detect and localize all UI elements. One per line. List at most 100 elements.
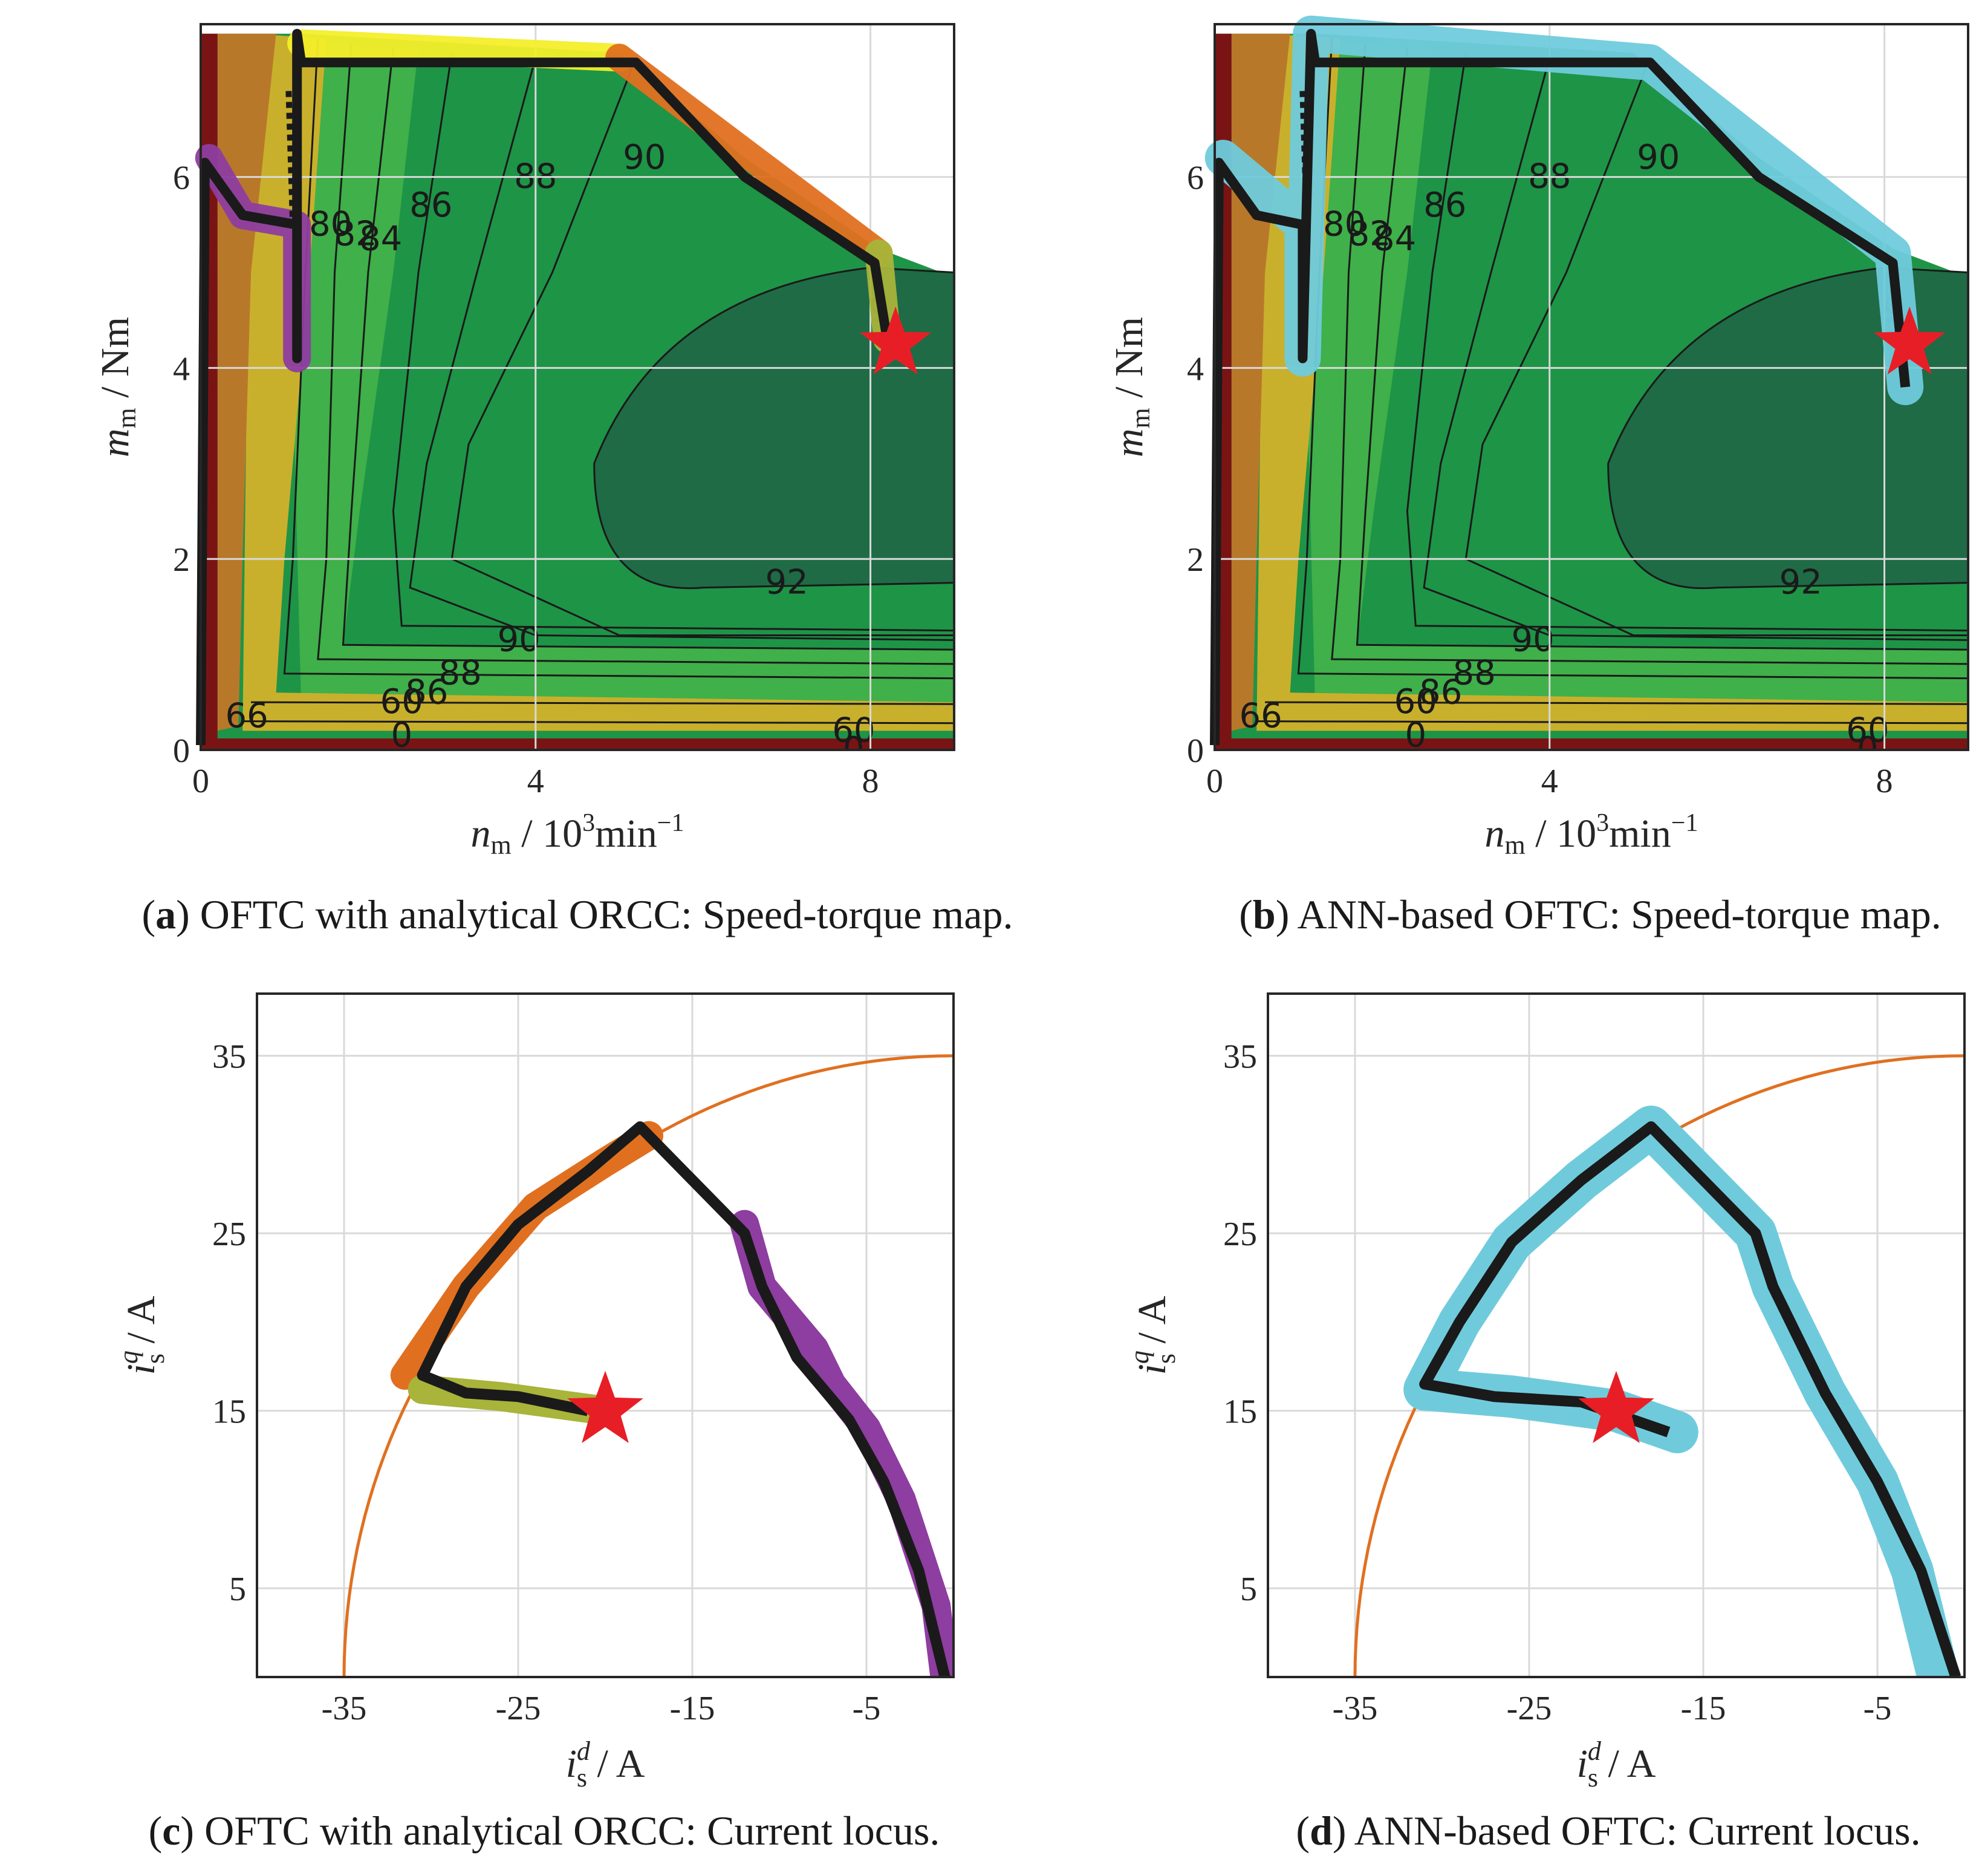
contour-label: 86 <box>409 186 452 225</box>
x-tick-label: 4 <box>1541 763 1558 800</box>
y-tick-label: 5 <box>229 1571 246 1608</box>
locus-trajectory <box>1419 1121 1961 1677</box>
y-tick-label: 6 <box>173 160 190 197</box>
contour-line <box>251 701 954 705</box>
plot-background <box>1268 994 1964 1677</box>
contour-line <box>1265 701 1968 705</box>
y-tick-label: 2 <box>1187 541 1204 579</box>
y-tick-label: 0 <box>173 732 190 770</box>
contour-label: 86 <box>1419 673 1462 712</box>
x-tick-label: -35 <box>1333 1690 1378 1727</box>
contour-label: 60 <box>1394 682 1437 721</box>
contour-label: 90 <box>497 620 540 659</box>
y-tick-label: 0 <box>1187 732 1204 770</box>
x-tick-label: 8 <box>862 763 879 800</box>
contour-label: 88 <box>1453 654 1496 693</box>
caption-b: (b) ANN-based OFTC: Speed-torque map. <box>1239 891 1942 937</box>
contour-label: 60 <box>380 682 423 721</box>
contour-line <box>1423 57 1968 641</box>
contour-line-92 <box>593 267 954 590</box>
contour-label: 86 <box>405 673 448 712</box>
contour-label: 80 <box>309 205 352 244</box>
x-axis-label: nm / 103min−1 <box>471 809 684 860</box>
contour-label: 0 <box>1405 715 1426 755</box>
y-tick-label: 15 <box>212 1393 246 1431</box>
x-tick-label: -5 <box>853 1690 881 1727</box>
y-tick-label: 6 <box>1187 160 1204 197</box>
caption-d: (d) ANN-based OFTC: Current locus. <box>1296 1808 1920 1854</box>
trajectory-highlight-yellow <box>287 29 634 72</box>
x-tick-label: -25 <box>496 1690 541 1727</box>
contour-line-92 <box>1607 267 1968 590</box>
caption-b-text: ANN-based OFTC: Speed-torque map. <box>1289 891 1941 937</box>
contour-label: 0 <box>391 715 412 755</box>
y-tick-label: 4 <box>173 350 190 388</box>
caption-d-text: ANN-based OFTC: Current locus. <box>1347 1808 1921 1854</box>
x-tick-label: -35 <box>322 1690 367 1727</box>
contour-label: 90 <box>623 138 666 177</box>
x-tick-label: -25 <box>1507 1690 1552 1727</box>
y-axis-label: mm / Nm <box>93 317 141 457</box>
efficiency-region-high <box>594 267 954 588</box>
contour-label: 0 <box>843 730 865 769</box>
efficiency-region-light <box>1298 43 1968 707</box>
contour-label: 84 <box>1373 219 1416 258</box>
caption-b-letter: b <box>1253 891 1276 937</box>
y-axis-label: iqs / A <box>114 1295 170 1375</box>
efficiency-region-high <box>1608 267 1968 588</box>
y-tick-label: 35 <box>212 1038 246 1076</box>
contour-label: 66 <box>226 697 268 736</box>
contour-label: 60 <box>1846 711 1889 750</box>
chart-panel-c: -35 -25 -15 -5 5 15 25 35 id s / A iqs / A <box>114 992 955 1793</box>
contour-label: 84 <box>359 219 402 258</box>
contour-line <box>242 720 954 725</box>
locus-trajectory <box>417 1121 951 1677</box>
locus-area <box>1353 1054 1964 1677</box>
contour-label: 90 <box>1637 138 1680 177</box>
contour-line <box>450 57 954 636</box>
locus-area <box>342 1054 954 1677</box>
x-tick-label: 0 <box>192 763 209 800</box>
y-tick-label: 4 <box>1187 350 1204 388</box>
contour-label: 88 <box>439 654 482 693</box>
contour-label: 80 <box>1323 205 1366 244</box>
chart-panel-a: 808284868890929088866660600090480246nm /… <box>93 23 955 860</box>
caption-c: (c) OFTC with analytical ORCC: Current l… <box>149 1808 940 1854</box>
contour-line <box>1356 48 1968 651</box>
loss-region-bottom <box>1215 738 1968 750</box>
y-tick-label: 25 <box>212 1216 246 1253</box>
trajectory-dotted <box>285 91 296 225</box>
contour-label: 92 <box>765 563 808 602</box>
contour-line <box>1256 720 1968 725</box>
axes-frame <box>256 992 955 1678</box>
axes-frame <box>1214 23 1969 751</box>
x-tick-label: 8 <box>1876 763 1893 800</box>
operating-point-star <box>860 306 932 375</box>
contour-line <box>1406 53 1968 632</box>
caption-c-letter: c <box>162 1808 180 1854</box>
contour-label: 60 <box>832 711 875 750</box>
contour-label: 92 <box>1779 563 1822 602</box>
operating-point-star <box>567 1370 643 1444</box>
x-tick-label: 0 <box>1206 763 1223 800</box>
caption-a-text: OFTC with analytical ORCC: Speed-torque … <box>190 891 1013 937</box>
contour-line <box>392 53 954 632</box>
x-tick-label: 4 <box>527 763 544 800</box>
caption-a: (a) OFTC with analytical ORCC: Speed-tor… <box>141 891 1013 937</box>
contour-label: 82 <box>334 214 377 253</box>
contour-label: 0 <box>1857 730 1879 769</box>
x-axis-label: id s / A <box>1577 1736 1656 1793</box>
plot-background <box>257 994 954 1677</box>
caption-d-letter: d <box>1310 1808 1333 1854</box>
contour-line <box>342 48 954 651</box>
x-tick-label: -5 <box>1864 1690 1892 1727</box>
operating-point-star <box>1578 1370 1654 1444</box>
caption-c-text: OFTC with analytical ORCC: Current locus… <box>194 1808 940 1854</box>
efficiency-region-light <box>284 43 954 707</box>
trajectory-line <box>1210 28 1911 746</box>
caption-a-letter: a <box>155 891 176 937</box>
y-tick-label: 5 <box>1240 1571 1257 1608</box>
y-tick-label: 2 <box>173 541 190 579</box>
loss-region-bottom <box>201 738 954 750</box>
